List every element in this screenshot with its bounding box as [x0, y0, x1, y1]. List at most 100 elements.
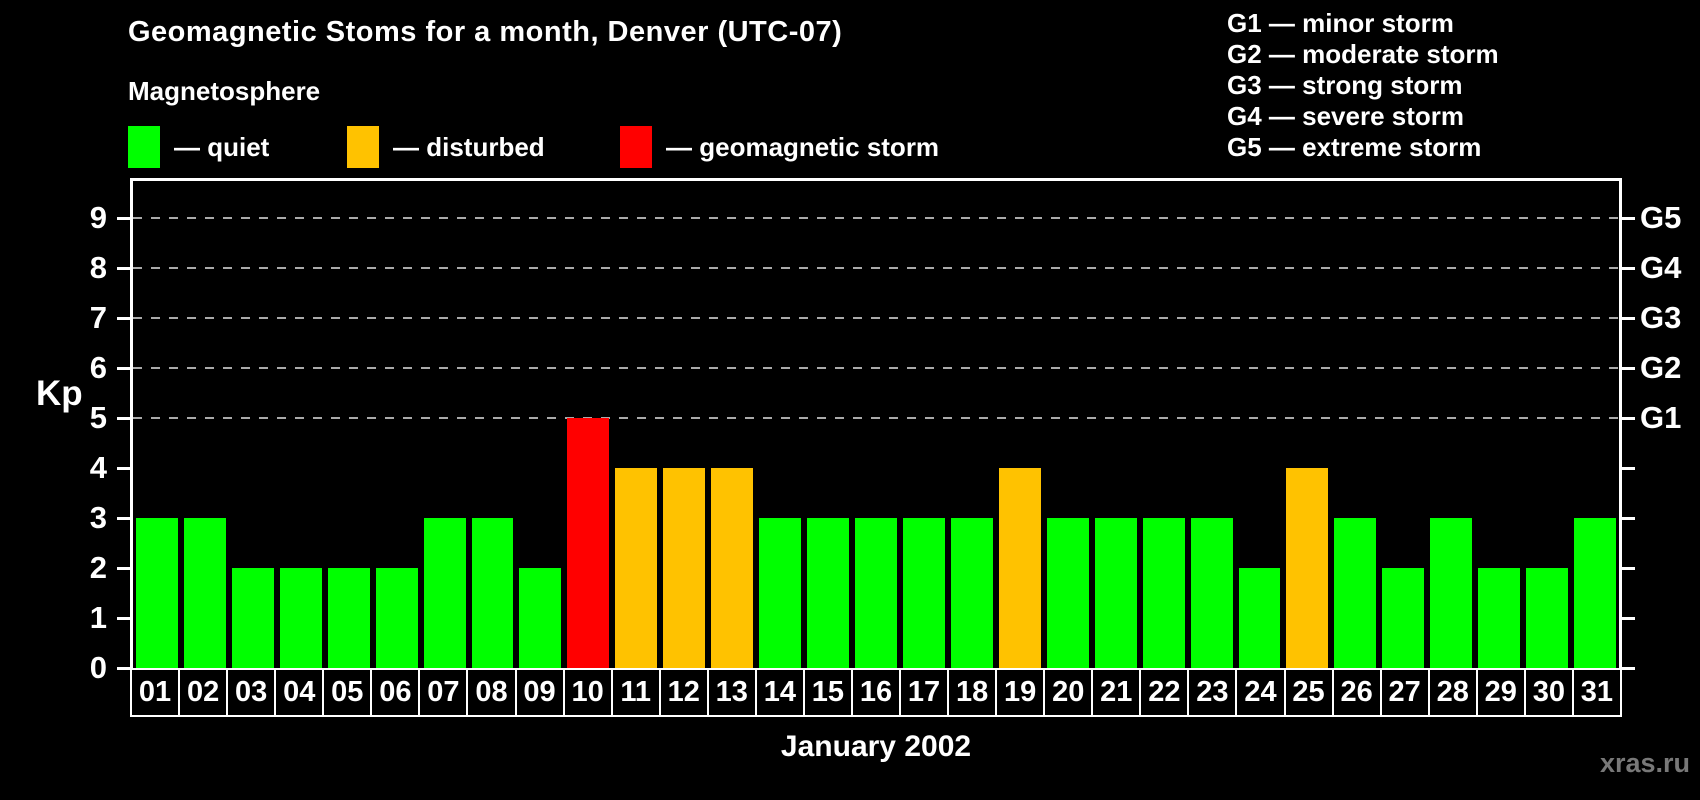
kp-bar-day-14	[759, 518, 802, 668]
storm-scale-legend: G1 — minor storm G2 — moderate storm G3 …	[1227, 8, 1499, 163]
kp-bar-day-12	[663, 468, 706, 668]
day-label-16: 16	[850, 668, 901, 717]
g-scale-label-g4: G4	[1640, 250, 1682, 285]
legend-heading: Magnetosphere	[128, 76, 321, 106]
day-label-23: 23	[1187, 668, 1238, 717]
right-tick-kp-1	[1622, 616, 1635, 620]
day-label-29: 29	[1475, 668, 1526, 717]
day-label-26: 26	[1331, 668, 1382, 717]
day-label-28: 28	[1427, 668, 1478, 717]
day-label-04: 04	[274, 668, 325, 717]
left-tick-kp-3	[117, 516, 130, 520]
day-label-30: 30	[1523, 668, 1574, 717]
day-label-31: 31	[1571, 668, 1622, 717]
gridline-kp-5	[133, 417, 1619, 419]
storm-scale-line-g2: G2 — moderate storm	[1227, 39, 1499, 69]
day-label-22: 22	[1139, 668, 1190, 717]
kp-tick-label-0: 0	[89, 650, 107, 685]
kp-bar-day-18	[950, 518, 993, 668]
kp-bar-day-17	[902, 518, 945, 668]
kp-bar-day-11	[615, 468, 658, 668]
kp-bar-day-08	[471, 518, 514, 668]
gridline-kp-8	[133, 267, 1619, 269]
watermark: xras.ru	[1599, 748, 1690, 778]
right-tick-kp-2	[1622, 566, 1635, 570]
left-tick-kp-7	[117, 316, 130, 320]
storm-scale-line-g1: G1 — minor storm	[1227, 8, 1454, 38]
gridline-kp-7	[133, 317, 1619, 319]
kp-bar-day-05	[327, 568, 370, 668]
kp-bar-day-27	[1382, 568, 1425, 668]
left-tick-kp-9	[117, 216, 130, 220]
chart-title: Geomagnetic Stoms for a month, Denver (U…	[128, 16, 843, 48]
legend-item-storm-label: — geomagnetic storm	[666, 131, 940, 162]
right-tick-kp-0	[1622, 666, 1635, 670]
left-tick-kp-5	[117, 416, 130, 420]
day-label-13: 13	[706, 668, 757, 717]
day-label-07: 07	[418, 668, 469, 717]
right-tick-kp-8	[1622, 266, 1635, 270]
kp-bar-day-04	[279, 568, 322, 668]
day-label-08: 08	[466, 668, 517, 717]
kp-bar-day-09	[519, 568, 562, 668]
kp-axis-label: Kp	[36, 374, 83, 413]
g-scale-label-g1: G1	[1640, 400, 1682, 435]
day-label-24: 24	[1235, 668, 1286, 717]
kp-tick-label-8: 8	[89, 250, 107, 285]
left-tick-kp-1	[117, 616, 130, 620]
right-tick-kp-3	[1622, 516, 1635, 520]
day-label-05: 05	[322, 668, 373, 717]
kp-bar-day-19	[998, 468, 1041, 668]
disturbed-swatch	[347, 126, 379, 168]
kp-bar-day-15	[807, 518, 850, 668]
kp-tick-label-3: 3	[89, 500, 107, 535]
day-label-20: 20	[1043, 668, 1094, 717]
kp-tick-label-1: 1	[89, 600, 107, 635]
kp-bar-day-26	[1334, 518, 1377, 668]
day-label-01: 01	[130, 668, 181, 717]
kp-bar-day-23	[1190, 518, 1233, 668]
right-tick-kp-9	[1622, 216, 1635, 220]
day-label-18: 18	[947, 668, 998, 717]
day-label-09: 09	[514, 668, 565, 717]
legend-item-quiet: — quiet	[128, 126, 269, 168]
g-scale-label-g3: G3	[1640, 300, 1682, 335]
kp-tick-label-7: 7	[89, 300, 107, 335]
day-label-12: 12	[658, 668, 709, 717]
left-tick-kp-0	[117, 666, 130, 670]
left-tick-kp-2	[117, 566, 130, 570]
left-tick-kp-8	[117, 266, 130, 270]
kp-bar-day-21	[1094, 518, 1137, 668]
kp-bar-day-16	[855, 518, 897, 668]
left-tick-kp-4	[117, 466, 130, 470]
kp-bar-day-06	[375, 568, 418, 668]
day-label-11: 11	[610, 668, 661, 717]
day-label-02: 02	[178, 668, 229, 717]
day-label-10: 10	[562, 668, 613, 717]
kp-bar-day-31	[1574, 518, 1616, 668]
kp-bar-day-03	[231, 568, 274, 668]
legend-item-disturbed: — disturbed	[347, 126, 545, 168]
gridline-kp-9	[133, 217, 1619, 219]
kp-bar-day-25	[1286, 468, 1329, 668]
plot-area: 0 1 2 3 4 5 6 7 8 9 G1 G2 G3 G4 G5	[90, 178, 1681, 685]
right-tick-kp-4	[1622, 466, 1635, 470]
left-tick-kp-6	[117, 366, 130, 370]
quiet-swatch	[128, 126, 160, 168]
kp-bar-day-13	[711, 468, 754, 668]
day-label-19: 19	[995, 668, 1046, 717]
kp-tick-label-6: 6	[89, 350, 107, 385]
legend-item-disturbed-label: — disturbed	[393, 131, 545, 162]
g-scale-label-g5: G5	[1640, 200, 1682, 235]
kp-bar-day-28	[1430, 518, 1473, 668]
day-label-06: 06	[370, 668, 421, 717]
kp-bar-day-24	[1238, 568, 1281, 668]
magnetosphere-legend: — quiet — disturbed — geomagnetic storm	[128, 126, 1028, 170]
kp-bar-day-22	[1142, 518, 1185, 668]
storm-scale-line-g4: G4 — severe storm	[1227, 101, 1465, 131]
storm-scale-line-g3: G3 — strong storm	[1227, 70, 1463, 100]
legend-item-storm: — geomagnetic storm	[620, 126, 939, 168]
kp-bar-day-02	[183, 518, 226, 668]
day-label-27: 27	[1379, 668, 1430, 717]
